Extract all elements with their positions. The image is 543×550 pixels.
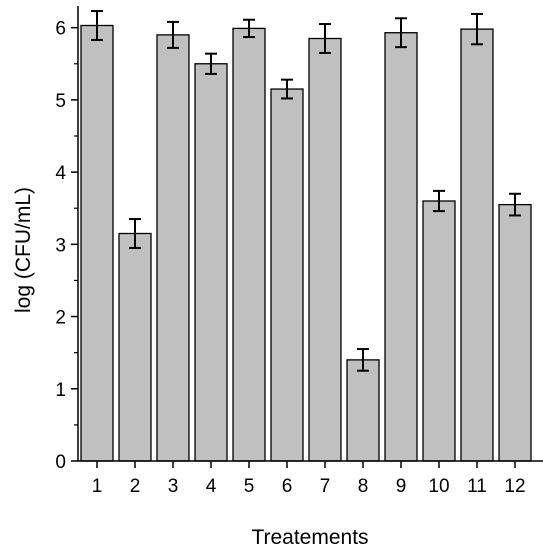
error-bar-6 — [281, 78, 293, 100]
bar-11 — [460, 28, 494, 462]
x-tick-label: 9 — [396, 476, 407, 497]
bar-2 — [118, 232, 152, 462]
bar-1 — [80, 24, 114, 462]
y-tick-label: 3 — [55, 235, 66, 256]
error-bar-11 — [471, 12, 483, 46]
error-bar-9 — [395, 17, 407, 49]
x-tick-label: 11 — [467, 476, 487, 497]
bar-7 — [308, 37, 342, 462]
bar-8 — [346, 359, 380, 462]
x-tick-label: 1 — [92, 476, 103, 497]
error-bar-5 — [243, 18, 255, 39]
error-bars-group — [91, 10, 521, 372]
error-bar-8 — [357, 348, 369, 372]
y-tick-label: 4 — [55, 163, 66, 184]
error-bar-7 — [319, 23, 331, 54]
error-bar-4 — [205, 52, 217, 75]
x-tick-label: 12 — [504, 476, 525, 497]
y-tick-label: 6 — [55, 19, 66, 40]
bar-3 — [156, 34, 190, 462]
axes-group — [77, 6, 543, 462]
x-tick-label: 8 — [358, 476, 369, 497]
x-tick-label: 3 — [168, 476, 179, 497]
error-bar-2 — [129, 218, 141, 249]
x-ticks-group: 1 2 3 4 5 6 7 8 9 10 11 12 — [92, 461, 526, 497]
y-tick-label: 2 — [55, 308, 66, 329]
y-tick-label: 5 — [55, 91, 66, 112]
bar-4 — [194, 63, 228, 462]
error-bar-1 — [91, 10, 103, 41]
y-axis-title: log (CFU/mL) — [12, 187, 35, 313]
y-tick-label: 0 — [55, 452, 66, 473]
bar-12 — [498, 203, 532, 462]
error-bar-12 — [509, 192, 521, 217]
x-tick-label: 4 — [206, 476, 217, 497]
x-tick-label: 2 — [130, 476, 141, 497]
x-tick-label: 6 — [282, 476, 293, 497]
x-axis-title: Treatements — [251, 526, 368, 549]
y-ticks-group: 0 1 2 3 4 5 6 — [55, 19, 78, 473]
error-bar-10 — [433, 189, 445, 213]
bar-6 — [270, 88, 304, 462]
y-tick-label: 1 — [55, 380, 66, 401]
bar-5 — [232, 27, 266, 462]
x-tick-label: 10 — [428, 476, 449, 497]
bars-group — [80, 24, 532, 462]
x-tick-label: 7 — [320, 476, 331, 497]
error-bar-3 — [167, 20, 179, 49]
bar-10 — [422, 200, 456, 462]
bar-9 — [384, 32, 418, 462]
x-tick-label: 5 — [244, 476, 255, 497]
